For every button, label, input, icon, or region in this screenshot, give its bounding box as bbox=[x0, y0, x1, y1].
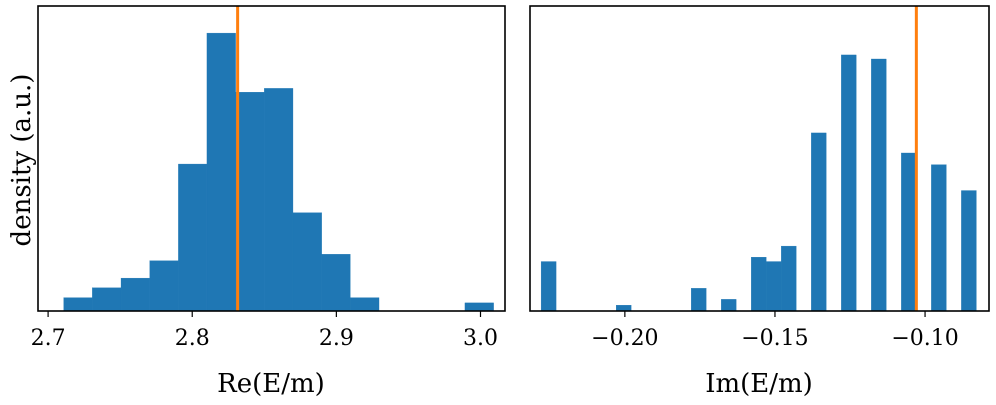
histogram-bar-imag-22 bbox=[871, 58, 887, 312]
histogram-bar-imag-14 bbox=[751, 257, 767, 312]
histogram-bar-imag-0 bbox=[540, 261, 557, 312]
x-axis-label-imaginary-part: Im(E/m) bbox=[705, 369, 813, 399]
histogram-bar-real-9 bbox=[321, 254, 351, 312]
histogram-bar-real-0 bbox=[63, 297, 93, 312]
histogram-bar-imag-16 bbox=[781, 245, 797, 312]
histogram-bar-imag-20 bbox=[841, 54, 857, 312]
histogram-bar-real-3 bbox=[149, 260, 179, 312]
x-axis-label-real-part: Re(E/m) bbox=[217, 369, 325, 399]
histogram-bar-imag-28 bbox=[961, 190, 977, 312]
plot-frame-real-part bbox=[37, 5, 506, 312]
x-tick-label-real-2: 2.9 bbox=[319, 326, 354, 351]
x-ticks-imaginary-part: −0.20 −0.15 −0.10 bbox=[591, 311, 959, 351]
histogram-bar-real-2 bbox=[120, 277, 150, 312]
histogram-bar-real-6 bbox=[235, 92, 265, 312]
histogram-bar-real-5 bbox=[206, 32, 236, 312]
histogram-bar-imag-24 bbox=[901, 152, 917, 312]
x-tick-label-imag-2: −0.10 bbox=[891, 326, 958, 351]
histogram-bar-real-8 bbox=[292, 212, 322, 312]
bars-real-part bbox=[63, 32, 494, 312]
x-tick-label-real-1: 2.8 bbox=[175, 326, 210, 351]
histogram-bar-real-7 bbox=[264, 88, 294, 312]
histogram-bar-real-4 bbox=[178, 163, 208, 312]
panel-real-part: 2.7 2.8 2.9 3.0 Re(E/m) density (a.u.) bbox=[7, 5, 506, 399]
x-tick-label-imag-1: −0.15 bbox=[741, 326, 808, 351]
x-tick-label-real-0: 2.7 bbox=[31, 326, 66, 351]
x-tick-label-imag-0: −0.20 bbox=[591, 326, 658, 351]
panel-imaginary-part: −0.20 −0.15 −0.10 Im(E/m) bbox=[529, 5, 990, 399]
histogram-bar-real-10 bbox=[350, 297, 380, 312]
histogram-bar-imag-18 bbox=[811, 132, 827, 312]
x-tick-label-real-3: 3.0 bbox=[463, 326, 498, 351]
bars-imaginary-part bbox=[540, 54, 977, 312]
histogram-bar-imag-5 bbox=[616, 305, 632, 312]
histogram-bar-real-14 bbox=[464, 302, 494, 312]
x-ticks-real-part: 2.7 2.8 2.9 3.0 bbox=[31, 311, 498, 351]
plot-frame-imaginary-part bbox=[529, 5, 990, 312]
histogram-bar-imag-12 bbox=[721, 299, 737, 312]
histogram-bar-imag-15 bbox=[766, 261, 782, 312]
histogram-bar-imag-26 bbox=[931, 164, 947, 312]
y-axis-label: density (a.u.) bbox=[7, 74, 37, 247]
histogram-bar-imag-10 bbox=[691, 288, 707, 312]
histogram-bar-real-1 bbox=[92, 287, 122, 312]
